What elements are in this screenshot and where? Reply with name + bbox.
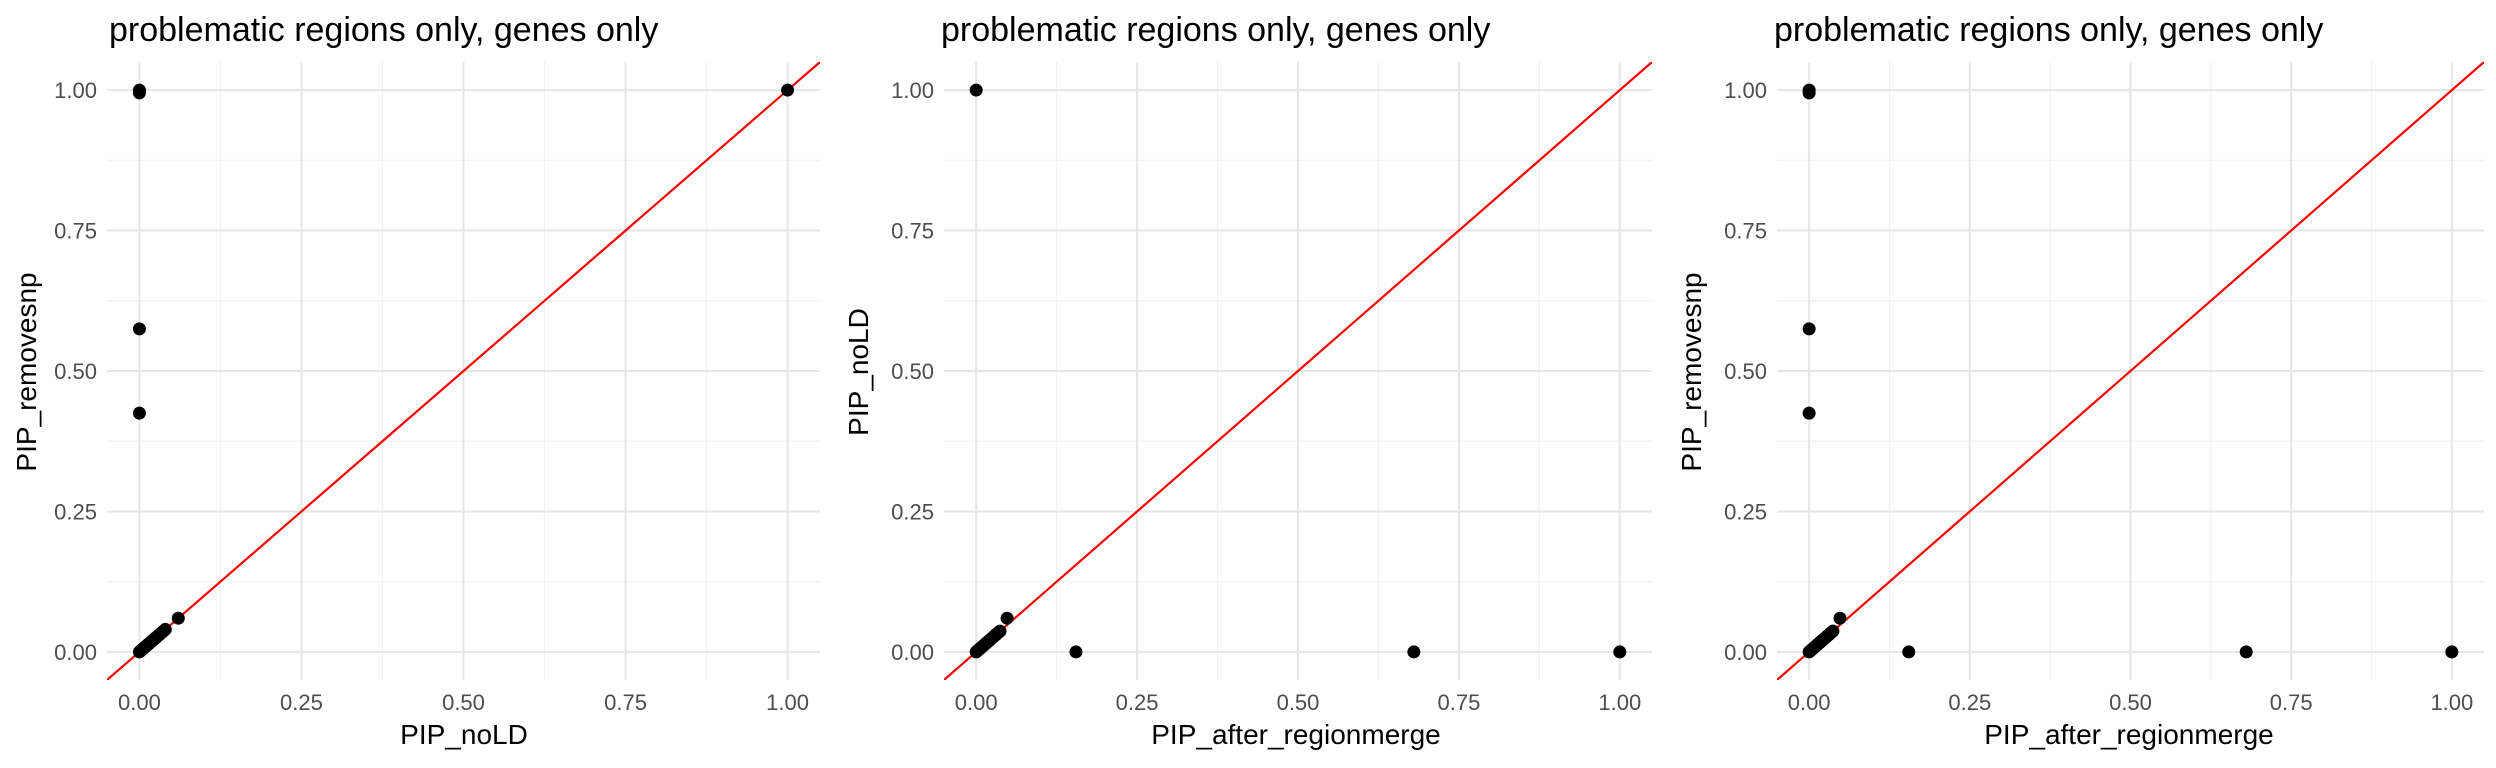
panel-1-title: problematic regions only, genes only xyxy=(109,11,658,49)
panel-2-plot-area: 0.00 0.25 0.50 0.75 1.00 0.00 0.25 0.50 0.75 1.00 xyxy=(891,62,1652,715)
data-point xyxy=(1802,86,1816,100)
y-tick-label: 0.00 xyxy=(891,640,934,665)
y-tick-label: 0.25 xyxy=(1724,499,1767,524)
data-point xyxy=(1902,645,1916,659)
data-point xyxy=(1069,645,1083,659)
x-tick-label: 0.25 xyxy=(1116,690,1159,715)
y-tick-label: 0.50 xyxy=(1724,359,1767,384)
data-point xyxy=(781,83,795,97)
y-tick-label: 0.25 xyxy=(891,499,934,524)
y-tick-label: 0.50 xyxy=(54,359,97,384)
x-tick-label: 0.75 xyxy=(1437,690,1480,715)
panel-2-title: problematic regions only, genes only xyxy=(941,11,1490,49)
y-tick-label: 0.25 xyxy=(54,499,97,524)
data-point xyxy=(132,406,146,420)
data-point xyxy=(171,611,185,625)
y-tick-label: 1.00 xyxy=(891,78,934,103)
y-tick-label: 0.75 xyxy=(1724,219,1767,244)
data-point xyxy=(132,86,146,100)
x-tick-label: 0.50 xyxy=(1277,690,1320,715)
x-tick-label: 0.75 xyxy=(604,690,647,715)
x-tick-label: 0.50 xyxy=(2109,690,2152,715)
data-point xyxy=(1826,624,1840,638)
panel-1-plot-area: 0.00 0.25 0.50 0.75 1.00 0.00 0.25 0.50 0.75 1.00 xyxy=(54,62,820,715)
panel-3-x-axis-label: PIP_after_regionmerge xyxy=(1984,719,2274,750)
x-tick-label: 1.00 xyxy=(1598,690,1641,715)
data-point xyxy=(158,622,172,636)
data-point xyxy=(2239,645,2253,659)
panel-3: problematic regions only, genes only PIP… xyxy=(1676,11,2484,750)
x-tick-label: 0.25 xyxy=(1948,690,1991,715)
x-tick-label: 0.75 xyxy=(2270,690,2313,715)
x-tick-label: 0.50 xyxy=(442,690,485,715)
panel-3-plot-area: 0.00 0.25 0.50 0.75 1.00 0.00 0.25 0.50 0.75 1.00 xyxy=(1724,62,2484,715)
y-tick-label: 0.75 xyxy=(891,219,934,244)
reference-line-y-equals-x xyxy=(1777,62,2484,680)
data-point xyxy=(1802,406,1816,420)
reference-line-y-equals-x xyxy=(944,62,1652,680)
y-tick-label: 1.00 xyxy=(1724,78,1767,103)
panel-3-y-axis-label: PIP_removesnp xyxy=(1676,272,1707,471)
data-point xyxy=(1833,611,1847,625)
panel-1: problematic regions only, genes only PIP… xyxy=(11,11,820,750)
panel-2: problematic regions only, genes only PIP… xyxy=(843,11,1652,750)
panel-1-y-axis-label: PIP_removesnp xyxy=(11,272,42,471)
panel-3-title: problematic regions only, genes only xyxy=(1774,11,2323,49)
panel-2-y-axis-label: PIP_noLD xyxy=(843,308,874,436)
x-tick-label: 0.25 xyxy=(280,690,323,715)
y-tick-label: 0.75 xyxy=(54,219,97,244)
x-tick-label: 0.00 xyxy=(118,690,161,715)
reference-line-y-equals-x xyxy=(107,62,820,680)
panel-2-x-axis-label: PIP_after_regionmerge xyxy=(1151,719,1441,750)
data-point xyxy=(1000,611,1014,625)
x-tick-label: 0.00 xyxy=(1788,690,1831,715)
data-point xyxy=(1613,645,1627,659)
y-tick-label: 0.50 xyxy=(891,359,934,384)
data-point xyxy=(132,322,146,336)
x-tick-label: 1.00 xyxy=(2430,690,2473,715)
data-point xyxy=(1407,645,1421,659)
x-tick-label: 1.00 xyxy=(766,690,809,715)
data-point xyxy=(969,83,983,97)
data-point xyxy=(1802,322,1816,336)
x-tick-label: 0.00 xyxy=(955,690,998,715)
panel-1-x-axis-label: PIP_noLD xyxy=(400,719,528,750)
data-point xyxy=(2445,645,2459,659)
y-tick-label: 1.00 xyxy=(54,78,97,103)
data-point xyxy=(993,624,1007,638)
y-tick-label: 0.00 xyxy=(1724,640,1767,665)
y-tick-label: 0.00 xyxy=(54,640,97,665)
